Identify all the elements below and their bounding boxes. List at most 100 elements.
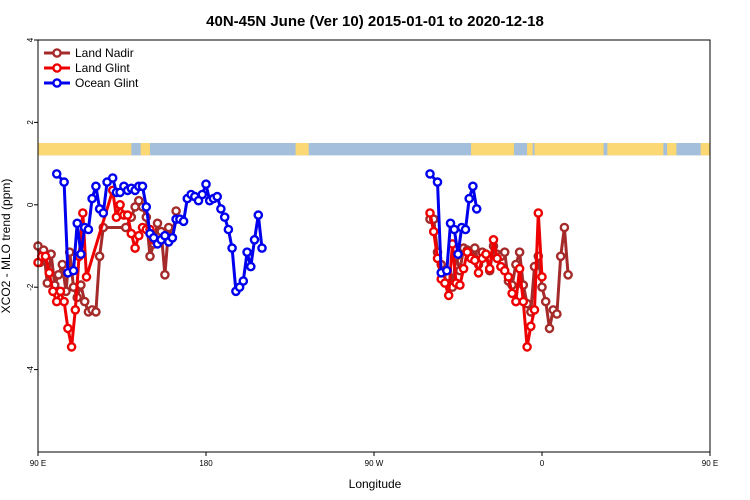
data-point	[469, 243, 480, 253]
data-point	[72, 218, 82, 229]
data-point	[163, 222, 174, 233]
land-ocean-strip	[38, 143, 710, 156]
data-point	[511, 296, 521, 307]
data-point	[70, 305, 81, 315]
data-point	[529, 305, 540, 315]
data-point	[227, 243, 237, 253]
x-tick-label: 0	[540, 459, 545, 468]
y-tick-label: 4	[26, 37, 35, 42]
data-point	[141, 202, 152, 212]
data-point	[492, 253, 503, 264]
data-point	[473, 267, 484, 278]
data-point	[428, 226, 439, 237]
data-point	[537, 282, 547, 293]
data-point	[216, 204, 226, 214]
data-point	[57, 259, 68, 270]
x-tick-label: 90 W	[365, 459, 384, 468]
land-band	[534, 143, 604, 156]
data-point	[91, 307, 101, 317]
data-point	[471, 204, 482, 214]
legend-label: Land Glint	[75, 61, 130, 75]
data-point	[449, 224, 460, 235]
y-axis-label: XCO2 - MLO trend (ppm)	[0, 179, 13, 314]
y-axis: -4 -2 0 2 4	[26, 37, 38, 373]
data-point	[111, 212, 122, 222]
data-point	[63, 323, 73, 334]
data-point	[167, 232, 178, 243]
data-point	[91, 181, 101, 192]
data-point	[48, 286, 58, 297]
data-point	[514, 247, 525, 257]
legend-swatch-marker	[52, 63, 62, 73]
x-axis-label: Longitude	[349, 477, 402, 491]
land-band	[140, 143, 150, 156]
data-point	[107, 173, 118, 183]
data-point	[66, 342, 77, 352]
data-point	[563, 269, 573, 280]
data-point	[178, 216, 189, 227]
series-ocean-glint	[51, 169, 482, 297]
x-tick-label: 180	[199, 459, 213, 468]
data-point	[481, 249, 491, 259]
data-point	[51, 169, 62, 179]
land-band	[527, 143, 533, 156]
data-point	[544, 323, 555, 334]
data-point	[559, 222, 570, 233]
data-point	[122, 210, 133, 220]
data-point	[458, 263, 469, 274]
y-tick-label: -4	[26, 365, 35, 373]
land-band	[667, 143, 677, 156]
data-point	[51, 296, 62, 307]
data-point	[197, 189, 208, 200]
legend-label: Ocean Glint	[75, 76, 139, 90]
legend-swatch-marker	[52, 48, 62, 58]
data-point	[245, 261, 256, 272]
data-point	[552, 309, 562, 319]
legend-swatch-marker	[52, 78, 62, 88]
data-point	[81, 272, 92, 282]
data-point	[425, 208, 435, 218]
data-point	[453, 249, 463, 259]
data-point	[440, 278, 450, 288]
y-tick-label: -2	[26, 283, 35, 291]
data-point	[83, 224, 94, 235]
data-point	[137, 181, 148, 192]
data-point	[76, 249, 86, 259]
data-point	[425, 169, 435, 179]
data-point	[469, 255, 480, 266]
data-point	[514, 263, 525, 274]
data-point	[555, 251, 566, 262]
data-point	[540, 296, 551, 307]
data-point	[253, 210, 264, 220]
data-point	[115, 199, 125, 210]
data-point	[488, 234, 499, 245]
data-point	[223, 224, 234, 235]
data-point	[503, 272, 514, 282]
data-point	[94, 251, 105, 262]
data-point	[432, 177, 443, 187]
data-point	[87, 193, 97, 204]
data-point	[68, 265, 79, 276]
data-point	[171, 206, 181, 216]
x-tick-label: 90 E	[30, 459, 46, 468]
land-band	[471, 143, 514, 156]
data-point	[145, 251, 155, 262]
data-point	[59, 177, 69, 187]
data-point	[441, 265, 452, 276]
data-point	[133, 230, 144, 241]
data-point	[455, 280, 465, 290]
data-point	[242, 247, 252, 257]
data-point	[79, 296, 90, 307]
data-point	[40, 251, 51, 262]
data-point	[526, 321, 536, 332]
data-point	[201, 179, 211, 189]
data-point	[152, 218, 163, 229]
data-point	[44, 267, 55, 278]
x-axis: 90 E 180 90 W 0 90 E	[30, 452, 718, 468]
data-point	[484, 263, 495, 274]
land-band	[607, 143, 664, 156]
data-point	[460, 224, 471, 235]
data-point	[468, 181, 478, 192]
